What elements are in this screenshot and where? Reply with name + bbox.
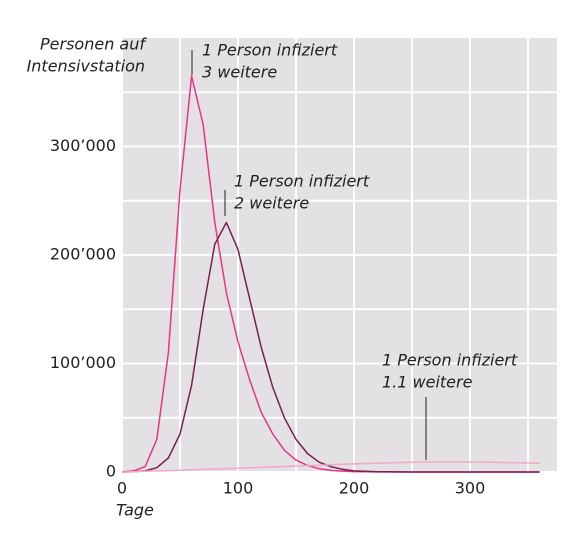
y-axis-label: Personen auf <box>40 35 147 54</box>
x-axis-label: Tage <box>116 501 154 520</box>
x-tick-label: 100 <box>223 479 254 498</box>
annotation: 1.1 weitere <box>382 373 473 392</box>
x-tick-label: 200 <box>339 479 370 498</box>
y-tick-label: 300’000 <box>50 136 116 155</box>
series-line <box>121 221 540 473</box>
annotation: 3 weitere <box>202 63 277 82</box>
annotation: 2 weitere <box>234 194 309 213</box>
y-tick-label: 200’000 <box>50 245 116 264</box>
annotation: 1 Person infiziert <box>382 351 518 370</box>
series-line <box>121 461 540 473</box>
y-axis-label: Intensivstation <box>27 57 145 76</box>
x-tick-label: 300 <box>455 479 486 498</box>
annotation: 1 Person infiziert <box>202 41 338 60</box>
annotation: 1 Person infiziert <box>234 172 370 191</box>
y-tick-label: 0 <box>106 462 116 481</box>
x-tick-label: 0 <box>117 479 127 498</box>
y-tick-label: 100’000 <box>50 353 116 372</box>
